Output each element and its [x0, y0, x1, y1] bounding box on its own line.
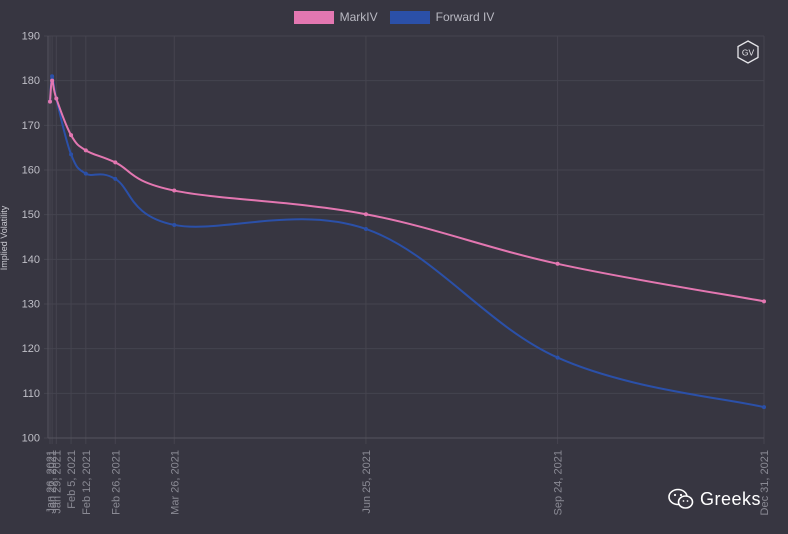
legend-label-forward-iv: Forward IV	[435, 10, 495, 24]
x-tick-label: Jun 25, 2021	[361, 450, 373, 514]
series-line-markiv	[49, 79, 765, 303]
y-tick-label: 110	[22, 388, 40, 400]
data-point-markiv-7	[363, 212, 368, 217]
x-tick-label: Mar 26, 2021	[169, 450, 181, 515]
x-tick-label: Feb 26, 2021	[110, 450, 122, 515]
data-point-forward-iv-3	[69, 152, 74, 157]
chart-legend: MarkIV Forward IV	[0, 10, 788, 24]
wechat-icon	[668, 488, 694, 509]
x-tick-label: Sep 24, 2021	[553, 450, 565, 515]
y-tick-label: 170	[22, 120, 40, 132]
legend-label-markiv: MarkIV	[339, 10, 378, 24]
data-point-markiv-3	[69, 133, 74, 138]
data-point-markiv-6	[172, 188, 177, 193]
watermark-text: Greeks	[700, 488, 762, 509]
gv-logo-text: GV	[742, 48, 755, 58]
x-tick-label: Jan 27, 2021	[47, 450, 59, 514]
series-points	[48, 74, 766, 410]
y-tick-label: 150	[22, 209, 40, 221]
x-tick-label: Feb 12, 2021	[81, 450, 93, 515]
x-tick-label: Jan 29, 2021	[51, 450, 63, 514]
y-tick-label: 190	[22, 31, 40, 43]
watermark: Greeks	[668, 488, 761, 510]
legend-swatch-forward-iv	[389, 10, 430, 24]
data-point-forward-iv-7	[363, 226, 368, 231]
data-point-forward-iv-1	[50, 74, 55, 79]
data-point-markiv-9	[762, 299, 766, 304]
data-point-forward-iv-8	[555, 355, 560, 360]
y-tick-label: 100	[22, 433, 40, 445]
chart-grid	[44, 35, 765, 444]
data-point-forward-iv-4	[83, 171, 88, 176]
legend-swatch-markiv	[293, 10, 334, 24]
data-point-forward-iv-9	[762, 405, 766, 410]
y-axis-ticks: 100 110 120 130 140 150 160 170 180 190	[22, 31, 40, 445]
data-point-forward-iv-5	[113, 176, 118, 181]
x-tick-label: Dec 31, 2021	[759, 450, 771, 515]
y-tick-label: 130	[22, 299, 40, 311]
data-point-forward-iv-6	[172, 222, 177, 227]
data-point-markiv-2	[54, 96, 59, 101]
x-tick-label: Feb 5, 2021	[66, 450, 78, 509]
y-tick-label: 160	[22, 165, 40, 177]
data-point-markiv-4	[83, 148, 88, 153]
data-point-markiv-0	[48, 99, 52, 104]
y-tick-label: 180	[22, 75, 40, 87]
x-tick-label: Jan 26, 2021	[45, 450, 57, 514]
y-tick-label: 120	[22, 343, 40, 355]
legend-item-forward-iv[interactable]: Forward IV	[389, 10, 495, 24]
y-tick-label: 140	[22, 254, 40, 266]
legend-item-markiv[interactable]: MarkIV	[293, 10, 378, 24]
data-point-markiv-1	[50, 78, 55, 83]
gv-logo-icon: GV	[737, 40, 759, 64]
data-point-markiv-5	[113, 160, 118, 165]
data-point-markiv-8	[555, 261, 560, 266]
